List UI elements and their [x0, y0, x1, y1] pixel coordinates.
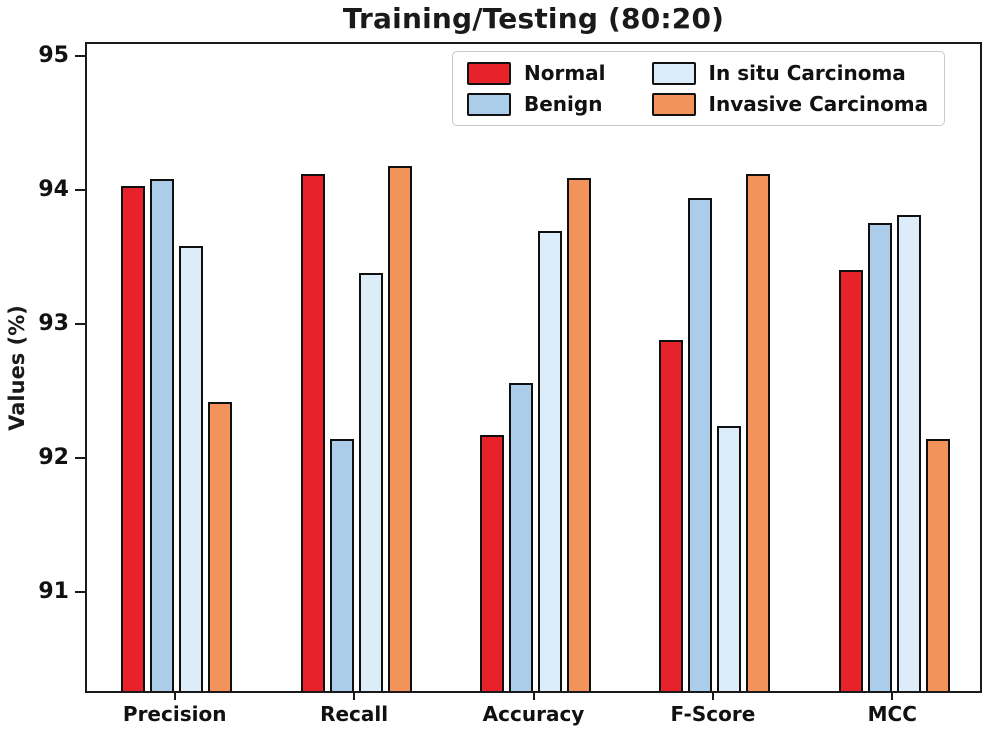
bar-in-situ-carcinoma — [358, 272, 383, 691]
bar-benign — [329, 439, 354, 691]
legend-item-in-situ-carcinoma: In situ Carcinoma — [651, 61, 929, 85]
x-tick-label-f-score: F-Score — [670, 702, 756, 726]
bar-benign — [150, 179, 175, 691]
legend-item-benign: Benign — [467, 92, 606, 116]
legend-swatch-icon — [467, 92, 511, 116]
bar-normal — [121, 185, 146, 691]
bar-invasive-carcinoma — [746, 173, 771, 691]
bar-invasive-carcinoma — [208, 401, 233, 691]
y-tick-mark — [75, 457, 85, 460]
legend-item-invasive-carcinoma: Invasive Carcinoma — [651, 92, 929, 116]
bar-in-situ-carcinoma — [896, 215, 921, 691]
bar-in-situ-carcinoma — [179, 246, 204, 691]
bar-benign — [509, 382, 533, 691]
legend-swatch-icon — [651, 61, 696, 85]
y-tick-label: 95 — [38, 43, 69, 69]
x-tick-mark — [711, 693, 714, 700]
bar-normal — [300, 173, 325, 691]
plot-area — [85, 42, 982, 693]
y-tick-mark — [75, 189, 85, 192]
bar-benign — [688, 197, 713, 691]
x-tick-label-recall: Recall — [320, 702, 389, 726]
bar-normal — [480, 435, 504, 691]
x-tick-mark — [532, 693, 535, 700]
legend: Normal Benign In situ Carcinoma Invasive Ca… — [452, 51, 946, 126]
y-tick-mark — [75, 55, 85, 58]
x-tick-mark — [173, 693, 176, 700]
x-tick-mark — [891, 693, 894, 700]
y-tick-label: 94 — [38, 177, 69, 203]
bar-normal — [838, 270, 863, 691]
y-axis-label: Values (%) — [5, 305, 29, 431]
y-tick-mark — [75, 591, 85, 594]
legend-item-normal: Normal — [467, 61, 606, 85]
bar-in-situ-carcinoma — [717, 425, 742, 691]
y-tick-mark — [75, 323, 85, 326]
y-tick-label: 93 — [38, 311, 69, 337]
bar-invasive-carcinoma — [567, 177, 591, 691]
y-tick-label: 92 — [38, 445, 69, 471]
bar-normal — [659, 339, 684, 691]
legend-swatch-icon — [651, 92, 696, 116]
y-tick-label: 91 — [38, 579, 69, 605]
bar-in-situ-carcinoma — [538, 231, 562, 691]
x-tick-label-accuracy: Accuracy — [482, 702, 585, 726]
bar-invasive-carcinoma — [387, 165, 412, 691]
legend-label: In situ Carcinoma — [708, 61, 906, 85]
legend-label: Normal — [524, 61, 606, 85]
legend-swatch-icon — [467, 61, 511, 85]
x-tick-label-precision: Precision — [122, 702, 227, 726]
legend-label: Invasive Carcinoma — [708, 92, 929, 116]
x-tick-mark — [353, 693, 356, 700]
bar-invasive-carcinoma — [925, 439, 950, 691]
x-tick-label-mcc: MCC — [867, 702, 917, 726]
legend-label: Benign — [524, 92, 603, 116]
bar-benign — [867, 223, 892, 691]
chart-title: Training/Testing (80:20) — [342, 2, 725, 35]
